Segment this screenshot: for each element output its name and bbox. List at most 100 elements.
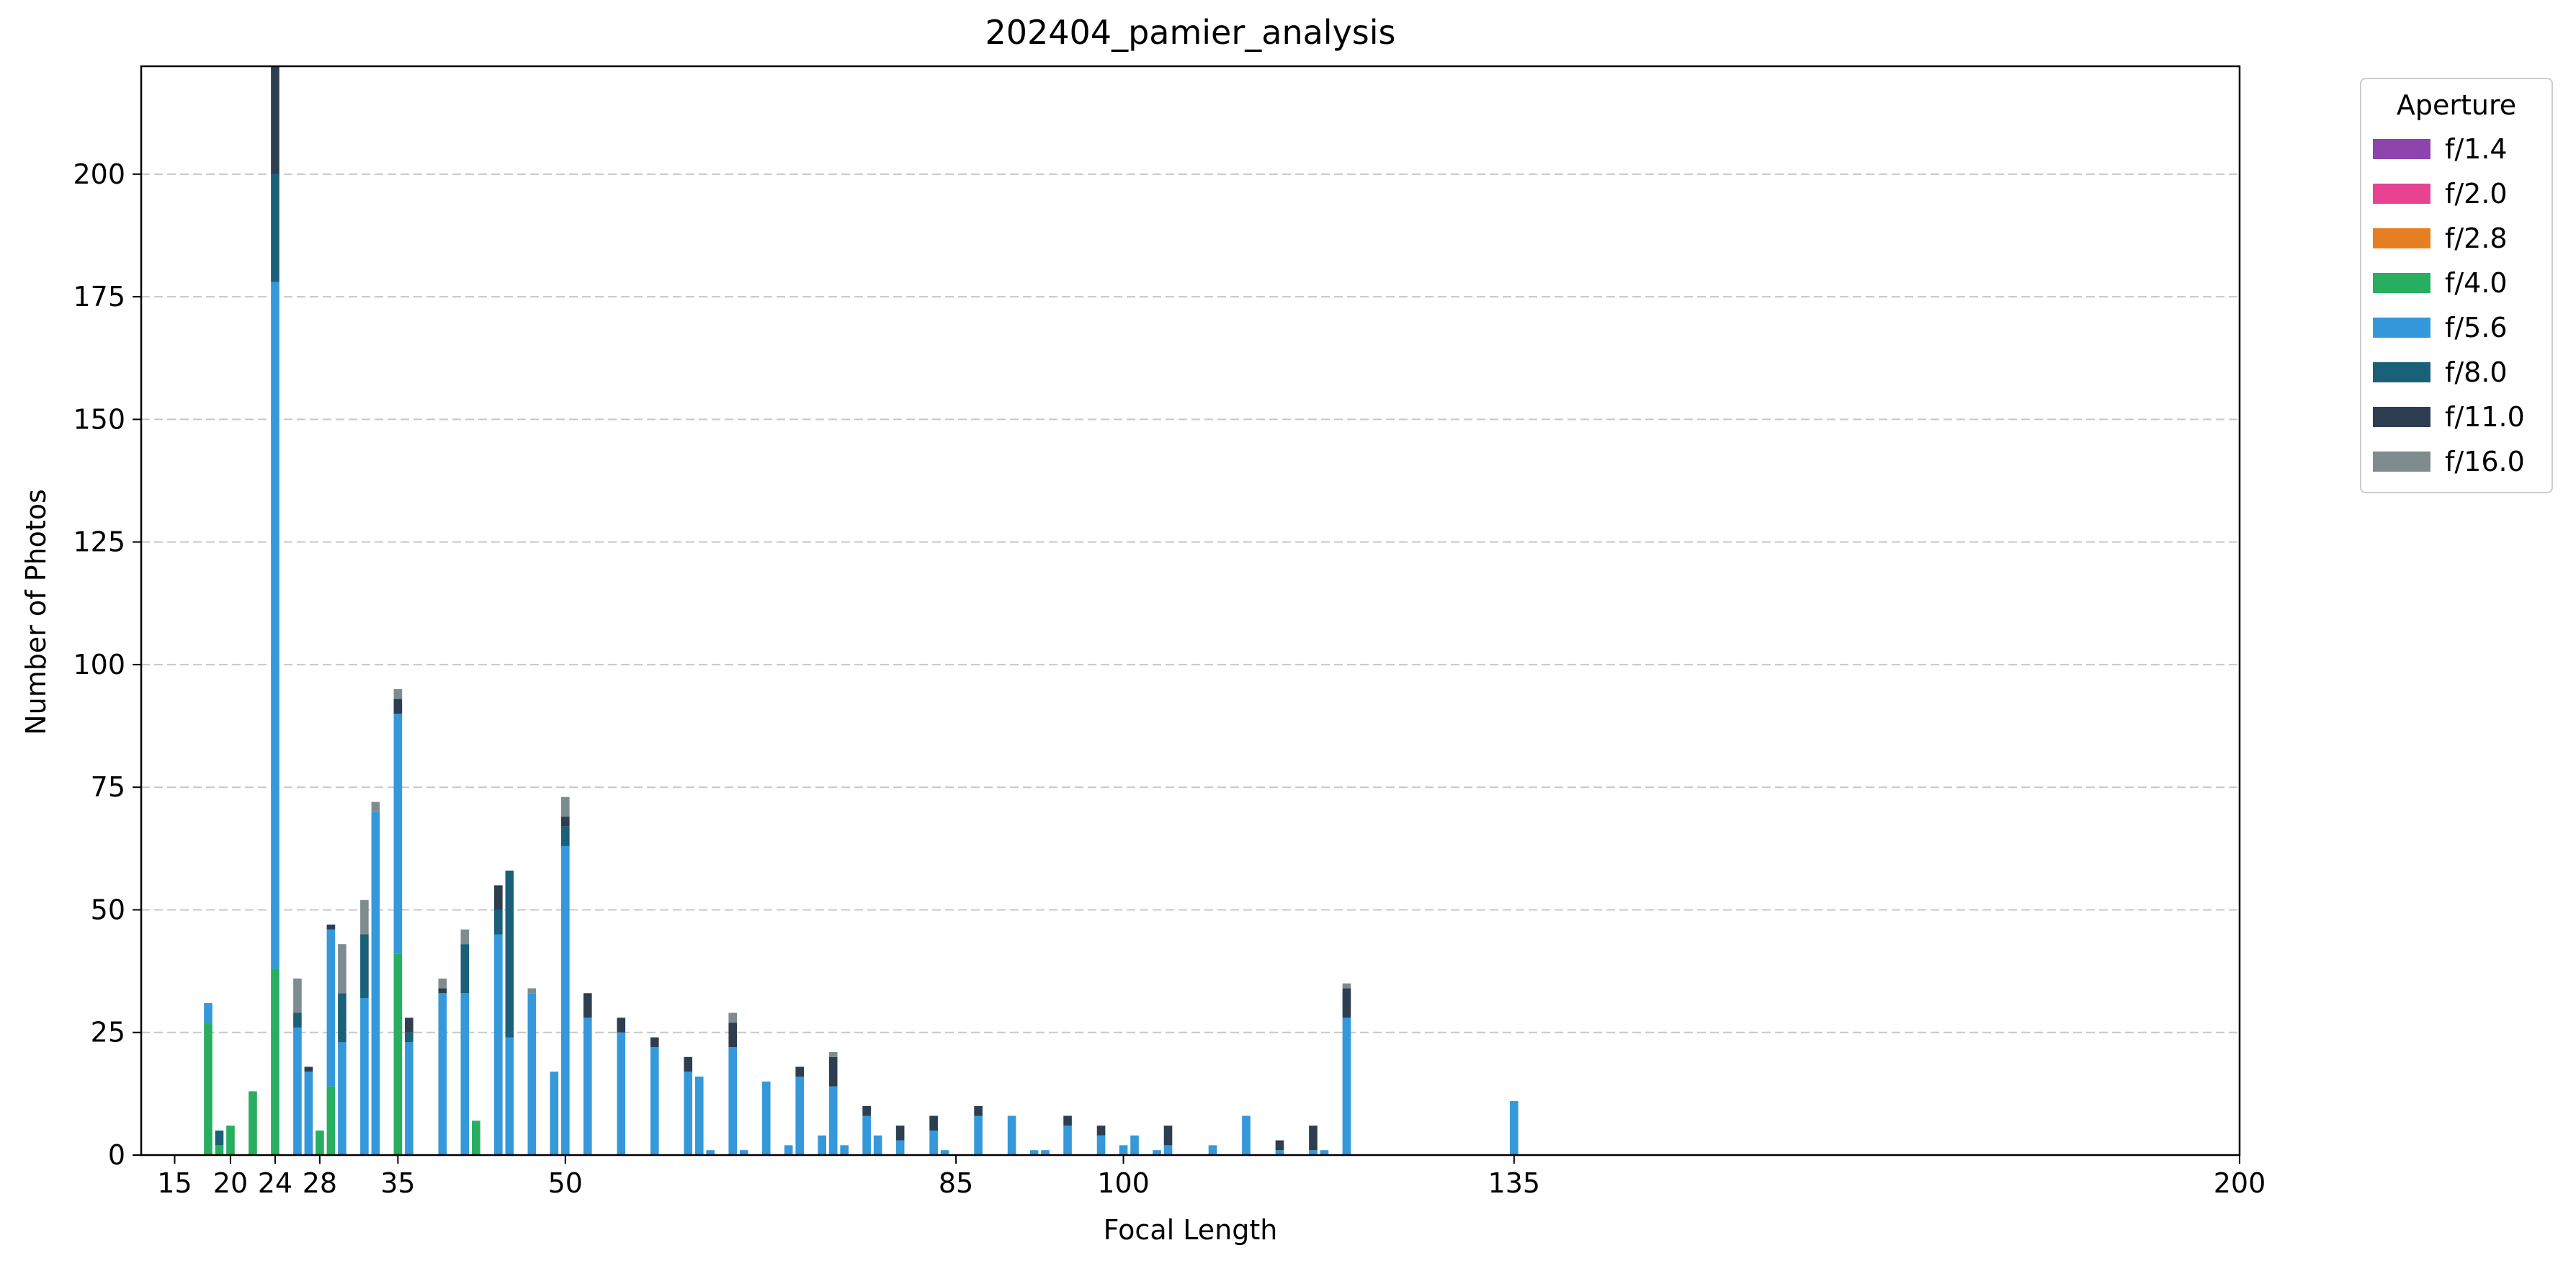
bar-segment bbox=[326, 929, 336, 1087]
y-tick-label: 200 bbox=[73, 158, 125, 190]
bar-segment bbox=[1342, 983, 1351, 989]
bar-segment bbox=[761, 1081, 771, 1155]
bar-segment bbox=[271, 282, 279, 969]
bar-segment bbox=[360, 998, 369, 1155]
bar-segment bbox=[1275, 1140, 1284, 1151]
legend-label: f/16.0 bbox=[2445, 446, 2525, 477]
bar-segment bbox=[728, 1023, 738, 1048]
bar-segment bbox=[617, 1018, 626, 1033]
bar-segment bbox=[974, 1105, 983, 1116]
bar-segment bbox=[617, 1032, 626, 1155]
bar-segment bbox=[1163, 1145, 1173, 1155]
bar-segment bbox=[795, 1066, 804, 1077]
legend-swatch bbox=[2373, 407, 2430, 427]
bar-segment bbox=[360, 934, 369, 999]
bar-segment bbox=[215, 1145, 224, 1155]
chart-title: 202404_pamier_analysis bbox=[985, 13, 1396, 52]
plot-frame bbox=[140, 65, 2241, 1157]
bar-segment bbox=[929, 1130, 938, 1155]
bar-segment bbox=[360, 899, 369, 935]
bar-segment bbox=[895, 1140, 905, 1155]
bar-segment bbox=[1096, 1126, 1106, 1136]
bar-segment bbox=[1342, 1018, 1351, 1155]
bar-segment bbox=[795, 1077, 804, 1155]
bar-segment bbox=[271, 66, 279, 174]
legend-swatch bbox=[2373, 273, 2430, 293]
legend-title: Aperture bbox=[2396, 89, 2517, 121]
bar-segment bbox=[494, 885, 503, 910]
bar-segment bbox=[393, 699, 403, 714]
legend-swatch bbox=[2373, 228, 2430, 248]
bar-segment bbox=[338, 944, 346, 994]
legend-item: f/2.8 bbox=[2361, 216, 2552, 261]
legend-swatch bbox=[2373, 184, 2430, 204]
bar-segment bbox=[1063, 1126, 1072, 1155]
bar-segment bbox=[650, 1037, 659, 1048]
x-tick-label: 24 bbox=[258, 1167, 292, 1199]
bar-segment bbox=[226, 1126, 235, 1155]
bar-segment bbox=[684, 1056, 693, 1072]
bar-segment bbox=[393, 688, 403, 699]
legend-item: f/11.0 bbox=[2361, 395, 2552, 439]
bar-segment bbox=[1320, 1150, 1329, 1155]
bar-segment bbox=[1309, 1126, 1318, 1151]
bar-segment bbox=[862, 1105, 871, 1116]
bar-segment bbox=[1007, 1115, 1016, 1155]
y-axis-label: Number of Photos bbox=[20, 489, 52, 735]
bar-segment bbox=[505, 870, 514, 1038]
bar-segment bbox=[460, 993, 470, 1155]
bar-segment bbox=[460, 944, 470, 994]
bar-segment bbox=[1119, 1145, 1128, 1155]
legend-swatch bbox=[2373, 318, 2430, 338]
legend-label: f/8.0 bbox=[2445, 356, 2508, 388]
legend-label: f/4.0 bbox=[2445, 267, 2508, 299]
bar-segment bbox=[271, 174, 279, 282]
bar-segment bbox=[1041, 1150, 1050, 1155]
bar-segment bbox=[828, 1051, 838, 1057]
legend-swatch bbox=[2373, 362, 2430, 382]
bar-segment bbox=[818, 1135, 826, 1155]
bar-segment bbox=[494, 910, 503, 935]
bar-segment bbox=[204, 1002, 213, 1023]
legend-item: f/5.6 bbox=[2361, 305, 2552, 350]
bar-segment bbox=[1510, 1101, 1519, 1155]
bar-segment bbox=[316, 1130, 324, 1155]
bar-segment bbox=[560, 796, 570, 817]
bar-segment bbox=[728, 1012, 738, 1023]
bar-segment bbox=[338, 993, 346, 1043]
bar-segment bbox=[460, 929, 470, 945]
bar-segment bbox=[527, 993, 537, 1155]
bar-segment bbox=[204, 1023, 213, 1155]
bar-segment bbox=[583, 1018, 592, 1155]
x-axis-label: Focal Length bbox=[1103, 1214, 1278, 1246]
bar-segment bbox=[828, 1086, 838, 1155]
bar-segment bbox=[371, 801, 380, 812]
bar-segment bbox=[393, 714, 403, 954]
legend-item: f/1.4 bbox=[2361, 127, 2552, 171]
bar-segment bbox=[940, 1150, 949, 1155]
legend-item: f/2.0 bbox=[2361, 171, 2552, 216]
legend-item: f/8.0 bbox=[2361, 350, 2552, 395]
bar-segment bbox=[304, 1066, 313, 1072]
bar-segment bbox=[873, 1135, 882, 1155]
bar-segment bbox=[1342, 988, 1351, 1018]
y-tick-label: 175 bbox=[73, 281, 125, 313]
bar-segment bbox=[1163, 1126, 1173, 1146]
bar-segment bbox=[560, 817, 570, 827]
x-tick-label: 135 bbox=[1488, 1167, 1541, 1199]
bar-segment bbox=[1063, 1115, 1072, 1126]
bar-segment bbox=[527, 988, 537, 994]
bar-segment bbox=[550, 1072, 559, 1155]
y-tick-label: 150 bbox=[73, 403, 125, 435]
legend: Aperture f/1.4 f/2.0 f/2.8 f/4.0 f/5.6 f/8.0 f… bbox=[2360, 78, 2553, 493]
bar-segment bbox=[840, 1145, 849, 1155]
bar-segment bbox=[293, 1027, 302, 1155]
x-tick-label: 28 bbox=[303, 1167, 337, 1199]
bar-segment bbox=[684, 1072, 693, 1155]
bar-segment bbox=[784, 1145, 793, 1155]
legend-label: f/1.4 bbox=[2445, 133, 2508, 165]
legend-swatch bbox=[2373, 139, 2430, 159]
bar-segment bbox=[293, 978, 302, 1013]
bar-segment bbox=[560, 826, 570, 846]
